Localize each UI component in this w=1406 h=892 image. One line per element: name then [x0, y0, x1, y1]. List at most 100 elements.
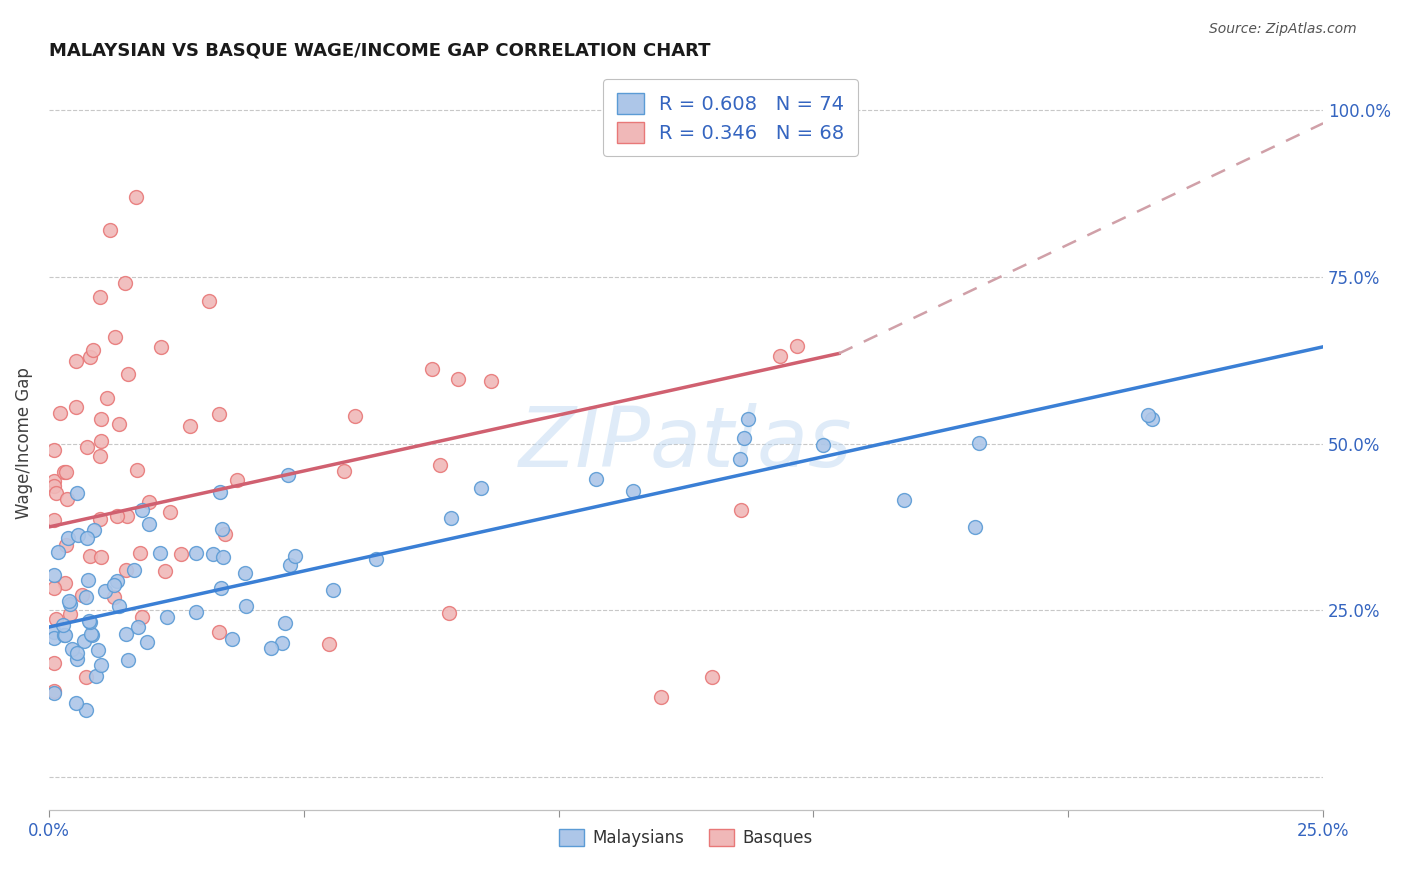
- Point: [84, 669, 107, 683]
- Point: [728, 452, 751, 467]
- Point: [260, 641, 283, 656]
- Point: [447, 372, 470, 386]
- Point: [967, 436, 990, 450]
- Point: [280, 558, 302, 572]
- Point: [149, 546, 172, 560]
- Point: [284, 549, 307, 563]
- Point: [153, 564, 176, 578]
- Point: [76, 440, 98, 454]
- Point: [114, 627, 136, 641]
- Point: [73, 634, 96, 648]
- Point: [55, 538, 77, 552]
- Point: [343, 409, 366, 423]
- Point: [90, 550, 112, 565]
- Point: [131, 609, 153, 624]
- Point: [122, 563, 145, 577]
- Point: [58, 594, 80, 608]
- Point: [963, 520, 986, 534]
- Point: [56, 531, 79, 545]
- Point: [198, 294, 221, 309]
- Point: [129, 546, 152, 560]
- Point: [769, 349, 792, 363]
- Point: [212, 549, 235, 564]
- Point: [42, 684, 65, 698]
- Point: [80, 626, 103, 640]
- Point: [53, 575, 76, 590]
- Point: [221, 632, 243, 646]
- Point: [103, 590, 125, 604]
- Point: [66, 646, 89, 660]
- Point: [274, 616, 297, 631]
- Point: [135, 635, 157, 649]
- Point: [420, 362, 443, 376]
- Point: [45, 486, 67, 500]
- Point: [42, 442, 65, 457]
- Legend: Malaysians, Basques: Malaysians, Basques: [553, 822, 820, 854]
- Point: [650, 690, 672, 704]
- Point: [138, 495, 160, 509]
- Point: [86, 643, 108, 657]
- Point: [53, 465, 76, 479]
- Point: [207, 408, 229, 422]
- Point: [235, 566, 257, 581]
- Point: [179, 418, 201, 433]
- Point: [114, 563, 136, 577]
- Point: [786, 339, 808, 353]
- Point: [893, 493, 915, 508]
- Point: [79, 615, 101, 630]
- Point: [66, 485, 89, 500]
- Point: [159, 505, 181, 519]
- Point: [89, 450, 111, 464]
- Point: [235, 599, 257, 613]
- Point: [75, 590, 97, 604]
- Point: [103, 578, 125, 592]
- Point: [429, 458, 451, 473]
- Point: [107, 417, 129, 431]
- Point: [75, 670, 97, 684]
- Point: [42, 656, 65, 670]
- Point: [170, 548, 193, 562]
- Point: [211, 522, 233, 536]
- Point: [49, 405, 72, 419]
- Point: [117, 368, 139, 382]
- Point: [700, 670, 723, 684]
- Point: [201, 547, 224, 561]
- Point: [42, 479, 65, 493]
- Point: [214, 527, 236, 541]
- Point: [59, 607, 82, 622]
- Point: [131, 503, 153, 517]
- Point: [65, 401, 87, 415]
- Point: [96, 391, 118, 405]
- Point: [127, 463, 149, 477]
- Point: [77, 615, 100, 629]
- Point: [90, 412, 112, 426]
- Point: [107, 599, 129, 613]
- Point: [470, 481, 492, 495]
- Point: [730, 503, 752, 517]
- Point: [184, 605, 207, 619]
- Point: [437, 607, 460, 621]
- Point: [156, 610, 179, 624]
- Y-axis label: Wage/Income Gap: Wage/Income Gap: [15, 368, 32, 519]
- Point: [52, 628, 75, 642]
- Point: [83, 524, 105, 538]
- Point: [115, 509, 138, 524]
- Point: [479, 375, 502, 389]
- Point: [42, 513, 65, 527]
- Point: [585, 472, 607, 486]
- Point: [90, 434, 112, 449]
- Point: [55, 465, 77, 479]
- Point: [89, 512, 111, 526]
- Point: [66, 652, 89, 666]
- Point: [52, 617, 75, 632]
- Point: [67, 528, 90, 542]
- Text: ZIPatlas: ZIPatlas: [519, 403, 853, 484]
- Point: [277, 468, 299, 483]
- Point: [318, 637, 340, 651]
- Point: [124, 190, 146, 204]
- Point: [226, 473, 249, 487]
- Point: [89, 290, 111, 304]
- Point: [65, 354, 87, 368]
- Point: [105, 509, 128, 524]
- Point: [104, 330, 127, 344]
